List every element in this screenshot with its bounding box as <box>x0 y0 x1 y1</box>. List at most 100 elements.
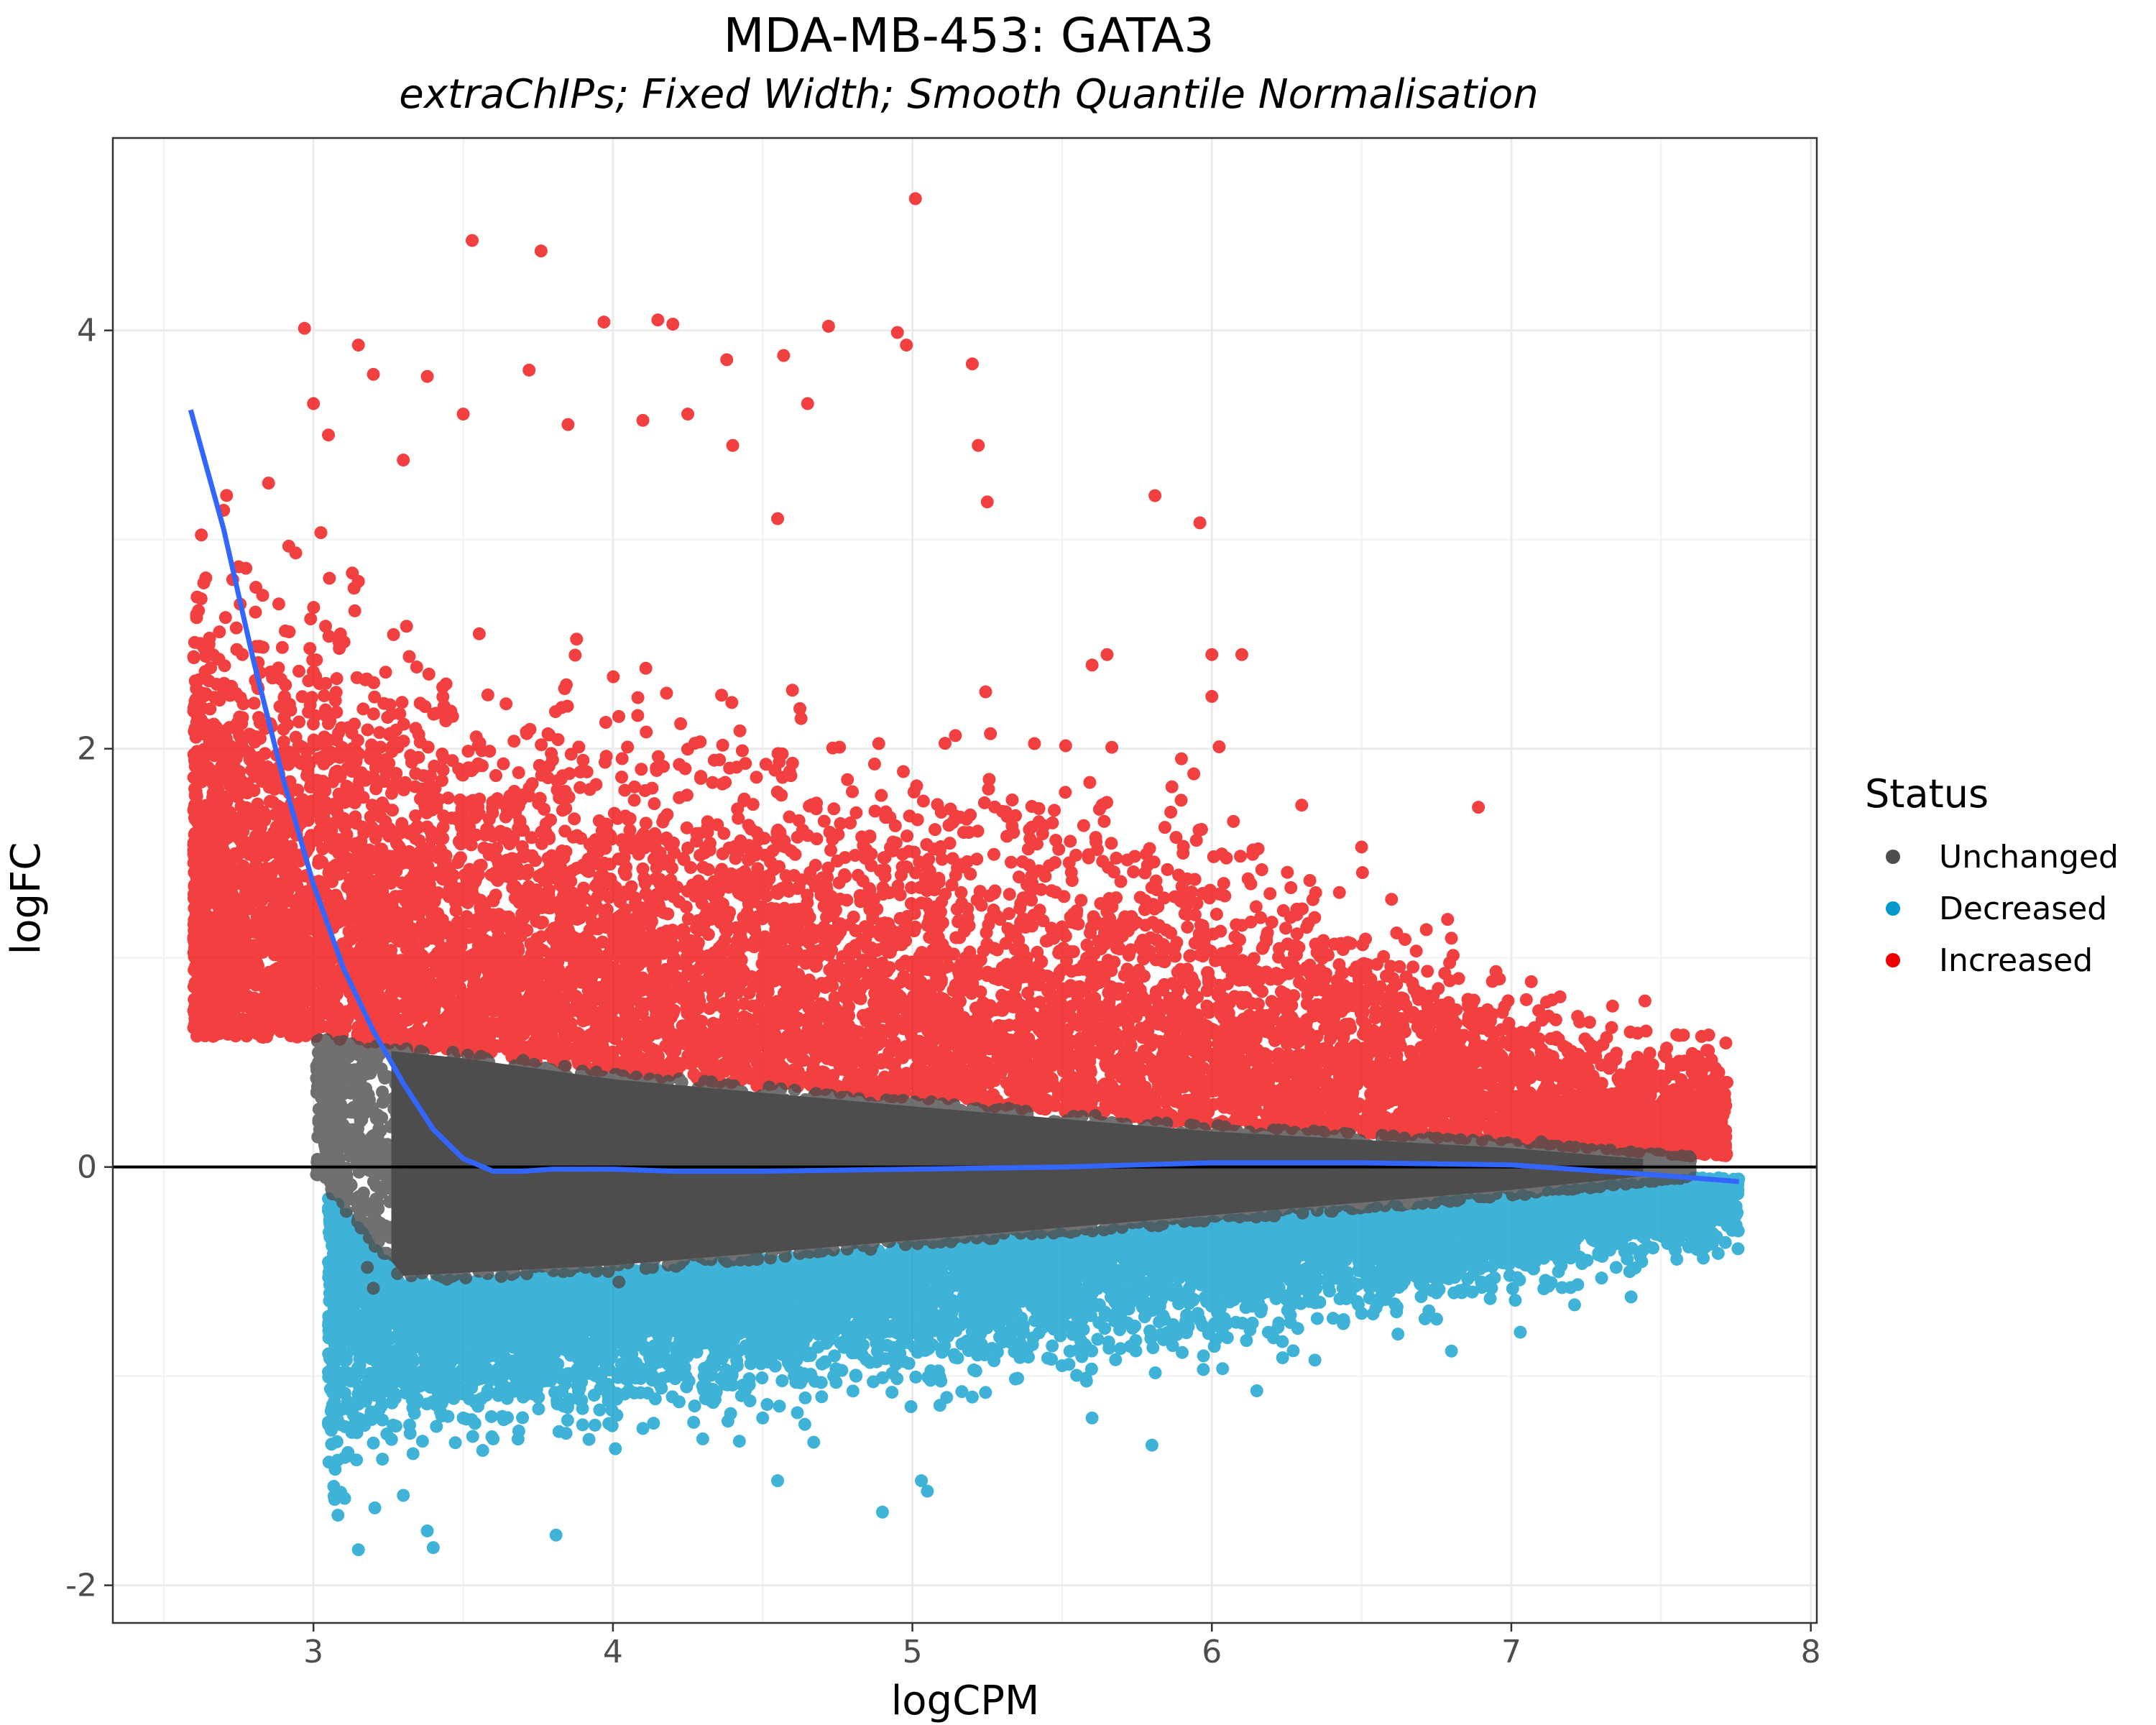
point-increased <box>1174 752 1188 765</box>
point-increased <box>640 725 653 739</box>
point-increased <box>939 888 952 901</box>
point-increased <box>592 814 606 827</box>
point-increased <box>545 747 558 760</box>
point-increased <box>402 650 416 663</box>
point-increased <box>1359 932 1373 946</box>
point-increased <box>1303 874 1317 888</box>
point-increased <box>558 682 571 696</box>
point-increased <box>351 734 364 748</box>
point-increased <box>1036 914 1050 928</box>
point-increased <box>544 813 558 827</box>
point-increased <box>1083 776 1097 789</box>
point-increased <box>497 757 510 770</box>
point-increased <box>1187 767 1201 781</box>
point-increased <box>1150 883 1164 896</box>
point-increased <box>197 576 211 590</box>
point-increased <box>1105 837 1118 850</box>
point-increased <box>875 788 888 802</box>
point-increased <box>599 842 612 855</box>
point-increased <box>1218 889 1232 903</box>
point-increased <box>615 770 629 784</box>
point-increased <box>717 827 731 840</box>
point-increased <box>846 785 860 799</box>
point-increased <box>268 671 282 684</box>
point-increased <box>307 601 321 615</box>
point-increased <box>489 769 503 783</box>
point-increased <box>279 678 292 692</box>
point-increased <box>681 912 695 926</box>
point-increased <box>631 691 645 704</box>
point-increased <box>409 767 423 781</box>
point-increased <box>1128 850 1142 863</box>
point-increased <box>1452 972 1465 985</box>
point-increased <box>218 611 232 625</box>
chart-title: MDA-MB-453: GATA3 <box>724 8 1215 63</box>
point-increased <box>1549 1013 1562 1026</box>
point-increased <box>439 677 453 691</box>
point-increased <box>1306 893 1319 906</box>
point-increased <box>1028 737 1041 750</box>
point-increased <box>817 814 831 828</box>
point-increased <box>1005 794 1019 807</box>
point-increased <box>330 672 344 686</box>
point-increased <box>1255 863 1268 877</box>
point-increased <box>1409 944 1423 958</box>
point-increased <box>786 684 799 697</box>
point-increased <box>1048 804 1061 817</box>
point-increased <box>1719 1036 1733 1050</box>
point-increased <box>851 868 865 882</box>
point-increased <box>1062 856 1076 870</box>
point-increased <box>1524 975 1538 988</box>
point-increased <box>422 667 436 681</box>
point-increased <box>461 745 475 758</box>
series-increased <box>187 192 1733 1163</box>
point-increased <box>556 804 569 817</box>
point-increased <box>1606 999 1619 1013</box>
point-increased <box>275 640 289 654</box>
point-increased <box>604 829 617 842</box>
point-increased <box>1097 814 1111 828</box>
point-increased <box>739 757 752 770</box>
point-increased <box>635 763 648 776</box>
point-increased <box>694 772 708 786</box>
point-increased <box>303 642 317 656</box>
point-increased <box>834 816 847 830</box>
point-increased <box>673 791 686 804</box>
point-increased <box>1419 923 1433 937</box>
point-increased <box>949 729 962 742</box>
point-increased <box>1263 887 1277 901</box>
point-increased <box>977 796 991 809</box>
point-increased <box>987 847 1000 861</box>
point-increased <box>931 798 944 811</box>
point-increased <box>1174 794 1188 807</box>
point-increased <box>905 881 918 895</box>
point-increased <box>631 709 645 722</box>
point-increased <box>512 765 525 779</box>
point-increased <box>400 620 413 633</box>
point-increased <box>723 761 737 775</box>
point-increased <box>410 661 423 674</box>
point-increased <box>481 688 494 702</box>
point-increased <box>1089 831 1102 845</box>
point-increased <box>824 843 838 857</box>
point-increased <box>1280 1003 1294 1017</box>
point-increased <box>929 823 942 837</box>
point-increased <box>1046 816 1059 829</box>
point-increased <box>773 826 787 840</box>
point-increased <box>323 571 336 585</box>
point-increased <box>570 632 584 646</box>
point-increased <box>1212 740 1226 754</box>
point-increased <box>573 765 587 779</box>
point-increased <box>1064 834 1077 848</box>
point-increased <box>674 717 688 730</box>
point-increased <box>292 715 306 729</box>
point-increased <box>1355 866 1369 880</box>
point-increased <box>314 526 328 540</box>
chart-subtitle: extraChIPs; Fixed Width; Smooth Quantile… <box>399 71 1538 118</box>
point-increased <box>229 621 243 635</box>
point-increased <box>249 605 262 619</box>
point-increased <box>472 627 486 640</box>
point-increased <box>348 604 361 617</box>
point-increased <box>1227 814 1240 828</box>
